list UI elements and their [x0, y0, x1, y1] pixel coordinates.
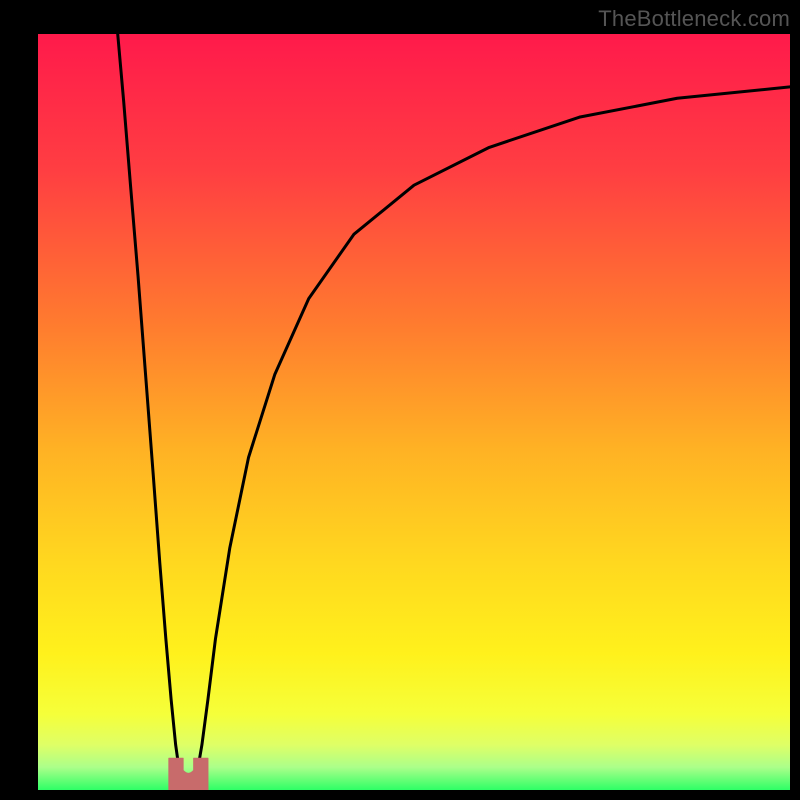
chart-svg — [0, 0, 800, 800]
chart-container: TheBottleneck.com — [0, 0, 800, 800]
plot-area — [38, 34, 790, 790]
